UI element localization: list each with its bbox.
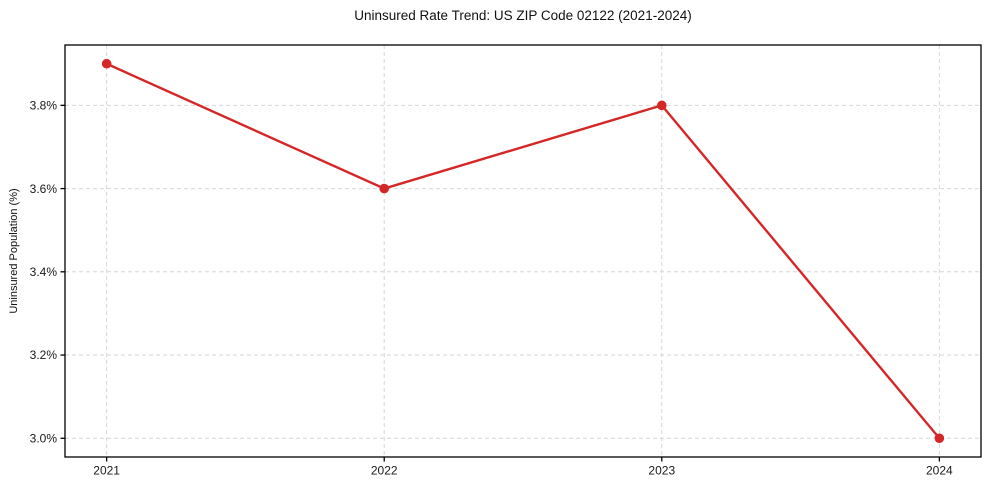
chart-title: Uninsured Rate Trend: US ZIP Code 02122 … [354,8,692,23]
y-tick-label: 3.2% [30,348,58,362]
trend-line [105,62,941,440]
x-tick-label: 2022 [371,464,398,478]
data-point-2022 [379,183,390,194]
x-tick-label: 2024 [926,464,953,478]
x-tick-label: 2021 [93,464,120,478]
data-point-2021 [101,58,112,69]
y-tick-label: 3.8% [30,99,58,113]
y-axis-label: Uninsured Population (%) [8,188,20,314]
y-tick-label: 3.0% [30,431,58,445]
plot-border [64,44,982,458]
x-tick-label: 2023 [648,464,675,478]
data-point-2023 [656,100,667,111]
y-tick-label: 3.4% [30,265,58,279]
data-point-2024 [934,433,945,444]
y-tick-label: 3.6% [30,182,58,196]
